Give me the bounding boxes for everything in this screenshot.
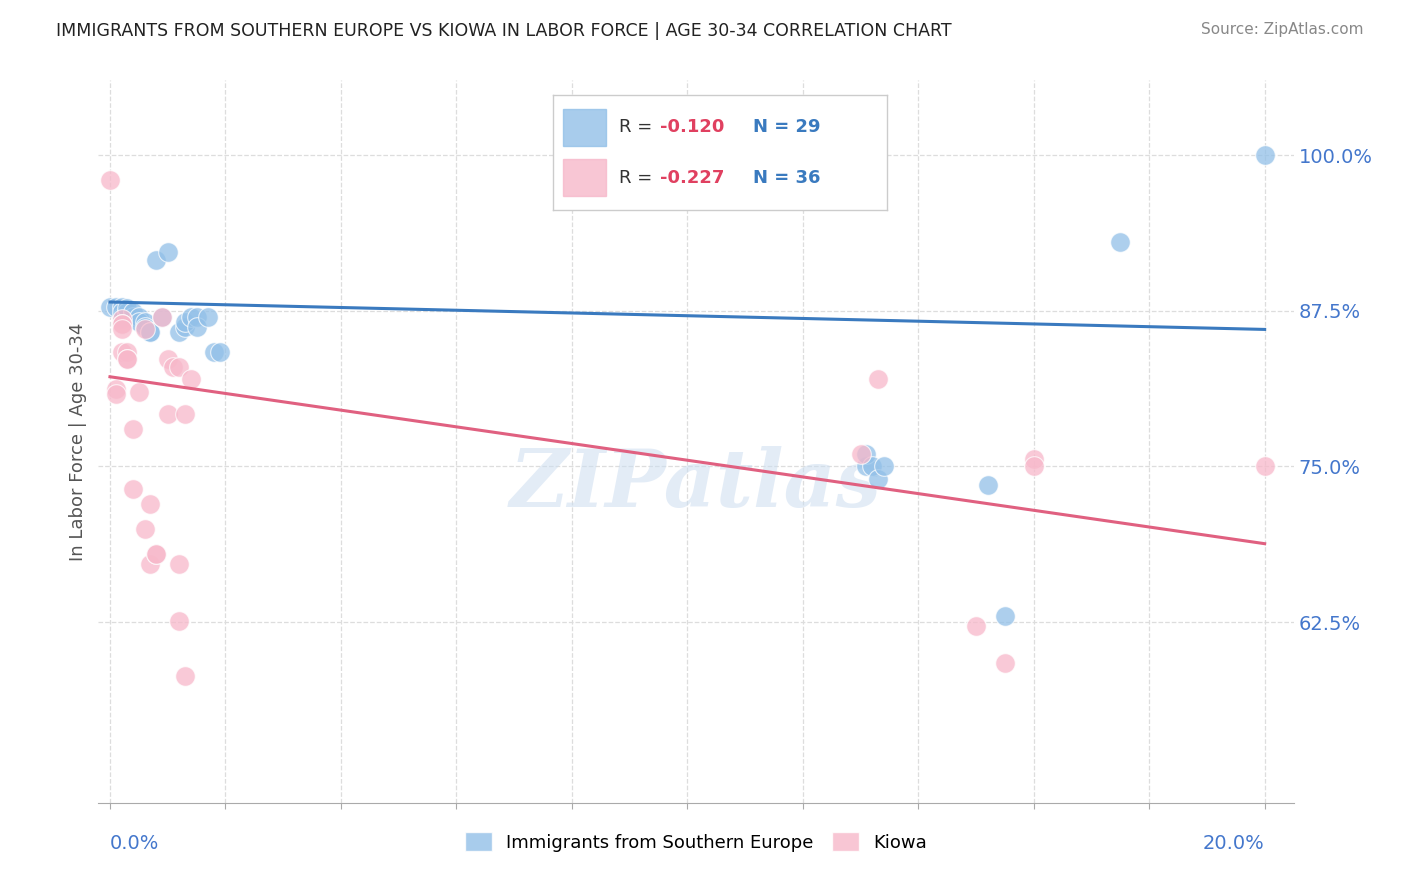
Point bbox=[134, 522, 156, 536]
Point bbox=[110, 318, 132, 332]
Point bbox=[1253, 148, 1275, 162]
Point bbox=[134, 315, 156, 329]
Point bbox=[117, 352, 139, 367]
Point bbox=[128, 315, 150, 329]
Point bbox=[145, 252, 167, 267]
Point bbox=[174, 315, 197, 329]
Point bbox=[186, 310, 208, 324]
Point bbox=[167, 325, 190, 339]
Point bbox=[619, 145, 641, 160]
Point bbox=[174, 320, 197, 334]
Point bbox=[110, 322, 132, 336]
Point bbox=[994, 657, 1017, 671]
Point bbox=[180, 310, 202, 324]
Point bbox=[150, 310, 173, 324]
Point bbox=[110, 310, 132, 324]
Point bbox=[110, 305, 132, 319]
Point bbox=[866, 472, 889, 486]
Point bbox=[156, 352, 179, 367]
Point bbox=[1022, 459, 1045, 474]
Point bbox=[180, 372, 202, 386]
Y-axis label: In Labor Force | Age 30-34: In Labor Force | Age 30-34 bbox=[69, 322, 87, 561]
Point bbox=[860, 459, 883, 474]
Point bbox=[104, 300, 127, 314]
Point bbox=[122, 310, 145, 324]
Point bbox=[202, 344, 225, 359]
Point bbox=[110, 300, 132, 314]
Point bbox=[122, 422, 145, 436]
Point bbox=[139, 325, 162, 339]
Point bbox=[117, 344, 139, 359]
Text: 20.0%: 20.0% bbox=[1204, 834, 1264, 853]
Point bbox=[1022, 452, 1045, 467]
Point bbox=[139, 325, 162, 339]
Text: IMMIGRANTS FROM SOUTHERN EUROPE VS KIOWA IN LABOR FORCE | AGE 30-34 CORRELATION : IMMIGRANTS FROM SOUTHERN EUROPE VS KIOWA… bbox=[56, 22, 952, 40]
Point bbox=[162, 359, 184, 374]
Point bbox=[110, 318, 132, 332]
Legend: Immigrants from Southern Europe, Kiowa: Immigrants from Southern Europe, Kiowa bbox=[457, 825, 935, 859]
Point bbox=[122, 482, 145, 496]
Point bbox=[145, 547, 167, 561]
Point bbox=[98, 300, 121, 314]
Point bbox=[1109, 235, 1132, 250]
Point bbox=[167, 614, 190, 628]
Point bbox=[110, 312, 132, 326]
Point bbox=[117, 301, 139, 316]
Point bbox=[139, 557, 162, 571]
Point bbox=[104, 382, 127, 396]
Point bbox=[145, 547, 167, 561]
Point bbox=[134, 320, 156, 334]
Text: 0.0%: 0.0% bbox=[110, 834, 159, 853]
Point bbox=[994, 609, 1017, 624]
Point bbox=[150, 310, 173, 324]
Point bbox=[208, 344, 231, 359]
Point bbox=[976, 478, 998, 492]
Point bbox=[872, 459, 894, 474]
Point bbox=[128, 384, 150, 399]
Point bbox=[855, 447, 877, 461]
Point bbox=[167, 359, 190, 374]
Point bbox=[156, 407, 179, 421]
Point bbox=[104, 387, 127, 401]
Point bbox=[186, 320, 208, 334]
Point bbox=[128, 310, 150, 324]
Point bbox=[197, 310, 219, 324]
Text: ZIPatlas: ZIPatlas bbox=[510, 446, 882, 524]
Point bbox=[174, 669, 197, 683]
Point bbox=[855, 459, 877, 474]
Point bbox=[134, 322, 156, 336]
Point bbox=[174, 407, 197, 421]
Text: Source: ZipAtlas.com: Source: ZipAtlas.com bbox=[1201, 22, 1364, 37]
Point bbox=[117, 305, 139, 319]
Point bbox=[1253, 459, 1275, 474]
Point bbox=[117, 352, 139, 367]
Point bbox=[167, 557, 190, 571]
Point bbox=[965, 619, 987, 633]
Point bbox=[110, 344, 132, 359]
Point bbox=[156, 245, 179, 260]
Point bbox=[849, 447, 872, 461]
Point bbox=[122, 305, 145, 319]
Point bbox=[139, 497, 162, 511]
Point bbox=[98, 173, 121, 187]
Point bbox=[866, 372, 889, 386]
